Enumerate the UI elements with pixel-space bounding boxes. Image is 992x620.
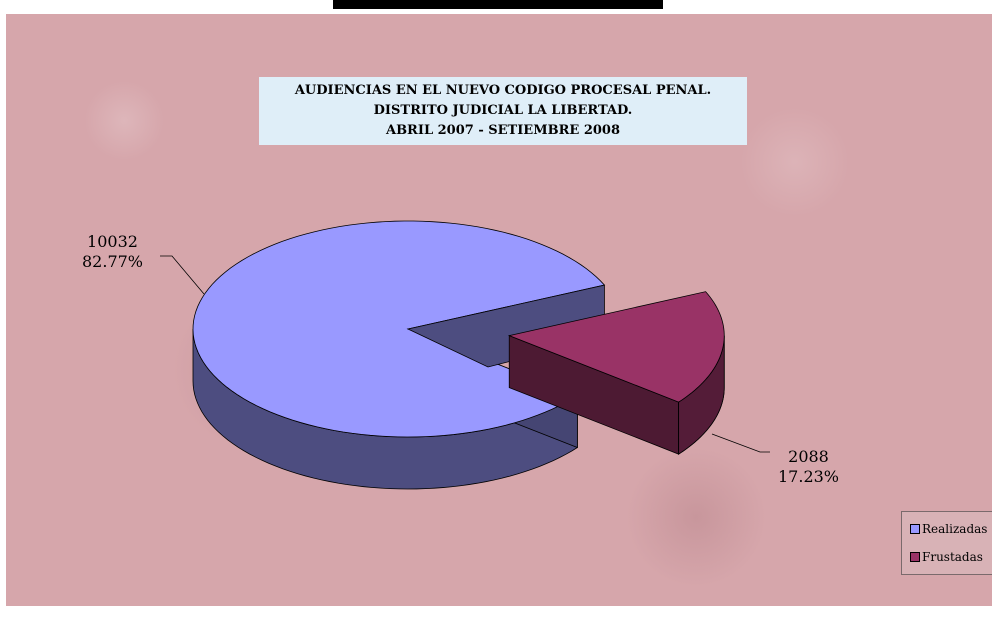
top-black-bar — [333, 0, 663, 9]
title-line-2: DISTRITO JUDICIAL LA LIBERTAD. — [373, 103, 633, 118]
legend-swatch-frustadas — [910, 552, 920, 562]
legend-label-frustadas: Frustadas — [922, 550, 983, 564]
slice-frustadas — [507, 291, 725, 403]
title-line-3: ABRIL 2007 - SETIEMBRE 2008 — [385, 123, 620, 138]
value-label-realizadas: 10032 — [87, 232, 138, 251]
legend-swatch-realizadas — [910, 524, 920, 534]
chart-area: AUDIENCIAS EN EL NUEVO CODIGO PROCESAL P… — [6, 14, 992, 606]
legend-item-realizadas: Realizadas — [910, 522, 987, 536]
title-line-1: AUDIENCIAS EN EL NUEVO CODIGO PROCESAL P… — [294, 83, 712, 98]
value-label-frustadas: 2088 — [788, 447, 829, 466]
leader-line-realizadas — [160, 255, 205, 295]
pie-chart — [160, 220, 770, 490]
leader-line-frustadas — [711, 433, 770, 453]
chart-legend: Realizadas Frustadas — [901, 511, 992, 575]
chart-title: AUDIENCIAS EN EL NUEVO CODIGO PROCESAL P… — [259, 77, 747, 145]
percent-label-realizadas: 82.77% — [82, 252, 144, 271]
data-label-frustadas: 2088 17.23% — [778, 447, 839, 487]
legend-item-frustadas: Frustadas — [910, 550, 983, 564]
percent-label-frustadas: 17.23% — [778, 467, 840, 486]
slice-realizadas — [192, 220, 606, 438]
legend-label-realizadas: Realizadas — [922, 522, 988, 536]
data-label-realizadas: 10032 82.77% — [82, 232, 143, 272]
